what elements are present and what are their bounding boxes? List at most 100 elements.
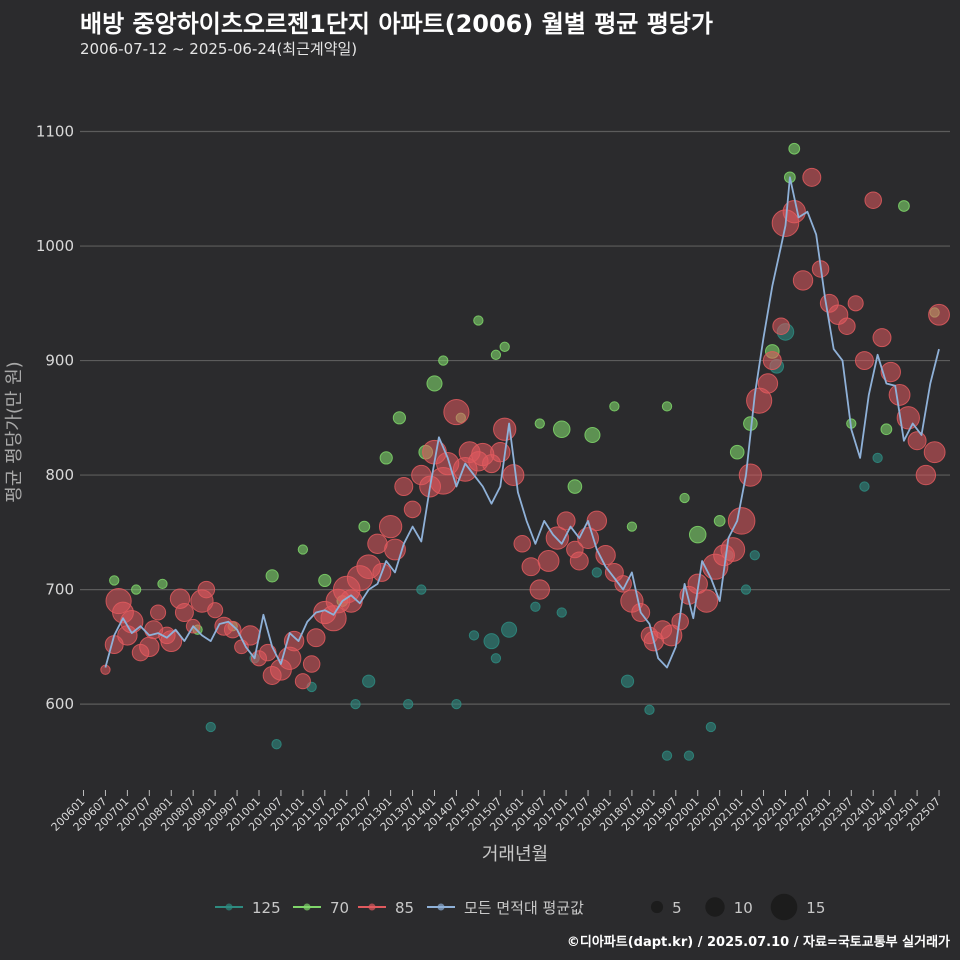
legend-size-label-5: 5: [672, 899, 682, 917]
point-85-23: [259, 643, 277, 662]
y-axis-label: 평균 평당가(만 원): [4, 361, 25, 502]
point-85-80: [694, 589, 719, 613]
series-125-points: [205, 323, 883, 761]
point-85-29: [302, 655, 321, 673]
point-70-29: [729, 444, 745, 460]
point-85-85: [738, 463, 763, 487]
legend-label-s70: 70: [330, 899, 349, 917]
point-70-22: [584, 426, 601, 444]
legend-size-label-15: 15: [806, 899, 825, 917]
point-70-14: [438, 355, 449, 366]
x-axis-label: 거래년월: [482, 844, 548, 865]
legend-dot-s125: [225, 903, 233, 911]
point-85-42: [394, 477, 414, 497]
point-85-88: [762, 351, 782, 371]
point-70-36: [898, 200, 910, 212]
point-85-97: [838, 317, 856, 335]
point-85-87: [757, 373, 779, 394]
point-125-0: [205, 721, 216, 733]
grid-lines: [80, 130, 950, 705]
point-125-22: [740, 584, 752, 595]
point-70-20: [552, 420, 571, 439]
point-85-93: [802, 167, 822, 187]
point-85-63: [556, 511, 576, 531]
y-tick-label-0: 600: [45, 695, 74, 713]
point-85-7: [139, 636, 160, 658]
point-85-84: [727, 507, 756, 535]
legend-dot-s85: [368, 903, 376, 911]
point-85-83: [720, 537, 746, 562]
point-85-58: [513, 535, 531, 553]
point-85-56: [493, 417, 517, 441]
point-85-11: [160, 630, 183, 653]
point-85-16: [197, 580, 216, 599]
point-85-9: [150, 604, 167, 621]
point-125-17: [644, 704, 655, 715]
point-125-12: [501, 621, 518, 638]
y-tick-label-2: 800: [45, 466, 74, 484]
point-125-2: [271, 739, 282, 750]
point-85-65: [569, 551, 589, 571]
point-70-18: [499, 341, 510, 352]
point-70-17: [490, 349, 502, 360]
point-85-108: [928, 303, 950, 326]
point-70-35: [880, 423, 893, 436]
legend-size-circle-15: [770, 893, 798, 921]
point-125-5: [362, 674, 376, 688]
point-85-107: [923, 441, 946, 464]
point-125-7: [416, 584, 427, 595]
point-125-27: [872, 452, 883, 464]
point-70-6: [297, 544, 309, 555]
y-tick-label-1: 700: [45, 581, 74, 599]
point-70-26: [679, 492, 690, 504]
point-125-26: [859, 481, 870, 492]
point-125-4: [350, 698, 361, 710]
point-125-18: [661, 750, 673, 761]
point-70-21: [567, 479, 583, 494]
point-125-15: [591, 567, 602, 578]
chart-title: 배방 중앙하이츠오르젠1단지 아파트(2006) 월별 평균 평당가: [80, 10, 713, 38]
point-85-99: [854, 351, 874, 371]
point-85-49: [443, 399, 470, 426]
point-85-102: [880, 361, 901, 383]
y-tick-label-5: 1100: [36, 123, 74, 141]
point-125-10: [483, 633, 500, 650]
point-85-13: [174, 603, 194, 622]
legend-dot-s70: [303, 903, 311, 911]
point-70-5: [265, 569, 279, 583]
point-85-43: [403, 500, 422, 519]
point-85-92: [792, 270, 814, 291]
point-85-61: [537, 550, 560, 572]
legend-label-avg: 모든 면적대 평균값: [464, 899, 584, 917]
point-125-6: [403, 698, 414, 710]
legend-dot-avg: [437, 903, 445, 911]
legend-label-s85: 85: [395, 899, 414, 917]
source-caption: ©디아파트(dapt.kr) / 2025.07.10 / 자료=국토교통부 실…: [567, 931, 950, 950]
point-70-1: [130, 584, 142, 595]
point-85-28: [294, 673, 311, 690]
legend-size-circle-10: [705, 897, 725, 917]
point-85-105: [907, 431, 927, 451]
point-125-9: [468, 630, 480, 641]
point-85-30: [306, 628, 326, 648]
point-85-59: [521, 557, 541, 577]
point-70-7: [318, 573, 332, 588]
point-70-19: [534, 418, 545, 429]
point-70-9: [358, 520, 371, 533]
point-125-8: [451, 698, 462, 710]
y-tick-label-4: 1000: [36, 237, 74, 255]
point-85-89: [772, 317, 790, 335]
point-125-16: [620, 674, 635, 688]
point-85-40: [378, 514, 403, 539]
legend-size-circle-5: [650, 900, 664, 914]
point-85-57: [502, 464, 525, 487]
legend: 125 70 85 모든 면적대 평균값 5 10 15: [215, 893, 825, 921]
point-70-11: [392, 411, 406, 425]
point-125-23: [749, 550, 760, 561]
point-70-23: [609, 401, 620, 412]
point-85-106: [915, 464, 937, 486]
point-70-16: [473, 315, 484, 326]
point-70-33: [788, 142, 801, 155]
point-125-20: [705, 721, 717, 733]
